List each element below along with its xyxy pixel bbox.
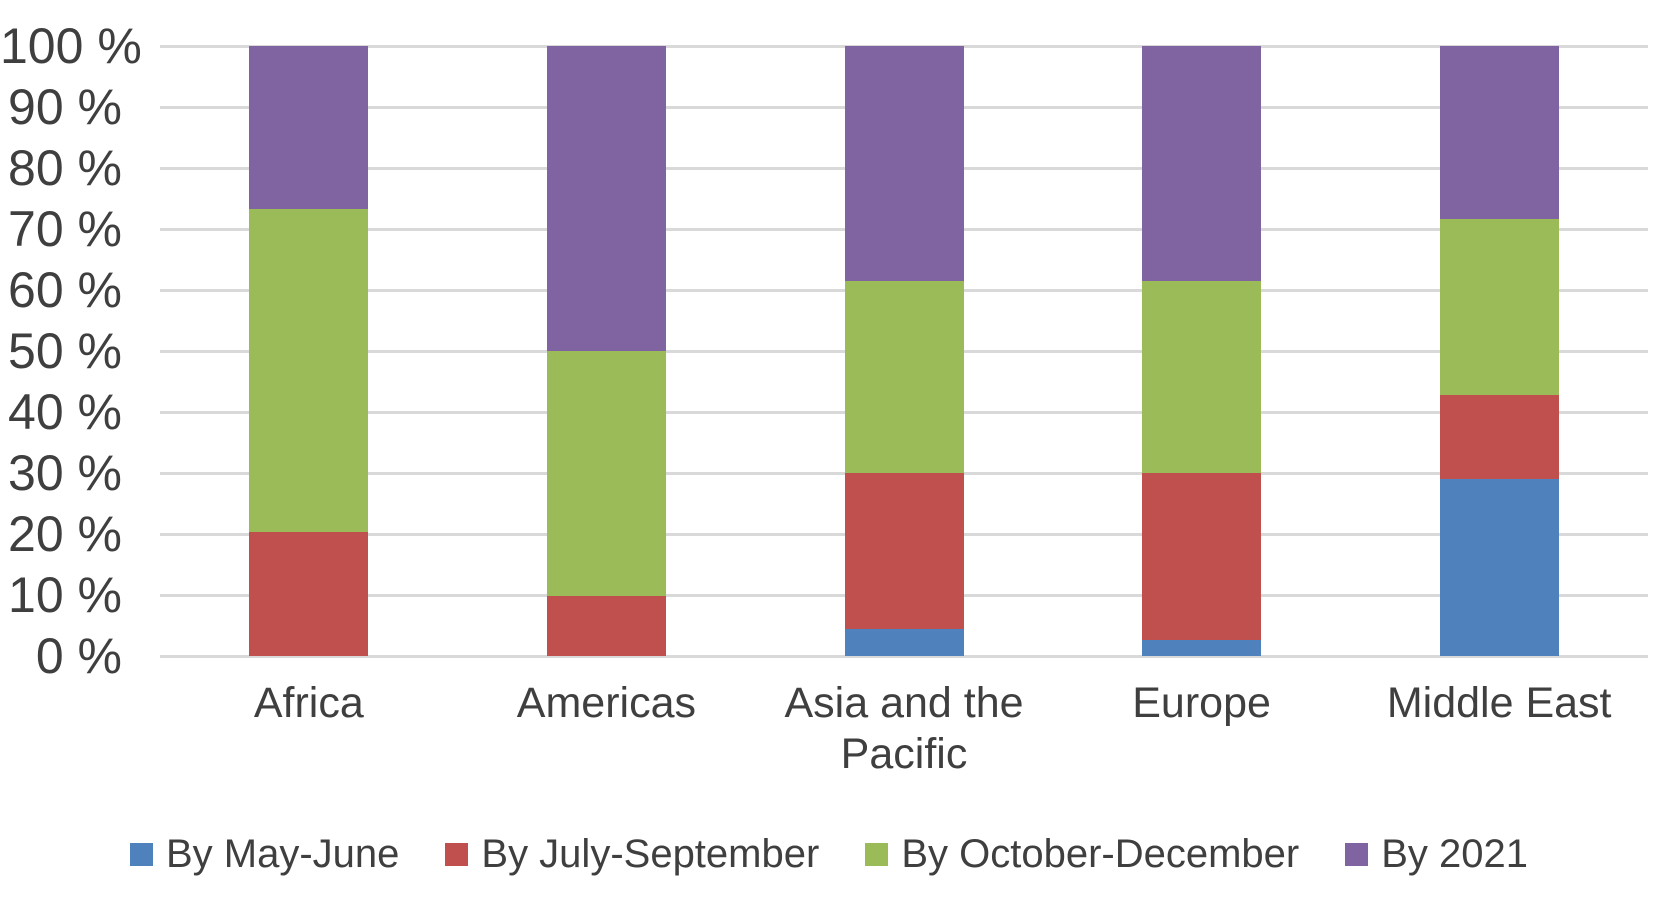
legend-item: By 2021 — [1345, 832, 1528, 877]
legend-swatch-icon — [1345, 843, 1369, 866]
legend-swatch-icon — [445, 843, 469, 866]
y-axis-tick-label: 100 % — [0, 18, 142, 74]
bar-segment-by-2021 — [546, 46, 666, 352]
y-axis-tick-label: 50 % — [8, 323, 122, 379]
bar-segment-by-may-june — [1439, 479, 1559, 656]
y-axis-tick-label: 70 % — [8, 201, 122, 257]
legend: By May-June By July-September By October-D… — [0, 832, 1658, 877]
bar-segment-by-july-september — [844, 473, 964, 629]
x-axis-label: Africa — [253, 679, 364, 727]
y-axis-tick-label: 0 % — [35, 628, 122, 684]
y-axis-tick-label: 40 % — [8, 384, 122, 440]
bar-segment-by-october-december — [249, 208, 369, 532]
bar-segment-by-july-september — [546, 596, 666, 656]
bar-segment-by-july-september — [249, 531, 369, 656]
bar-segment-by-october-december — [1142, 280, 1262, 474]
bar-segment-by-2021 — [1439, 46, 1559, 219]
gridline — [160, 44, 1648, 48]
bar-americas — [546, 46, 666, 656]
x-axis-label: Europe — [1132, 679, 1271, 727]
legend-label: By 2021 — [1381, 832, 1529, 876]
y-axis-tick-label: 20 % — [8, 506, 122, 562]
bar-segment-by-october-december — [546, 351, 666, 597]
bar-segment-by-may-june — [1142, 639, 1262, 656]
y-axis-tick-label: 10 % — [8, 567, 122, 623]
bar-segment-by-october-december — [1439, 218, 1559, 395]
y-axis-tick-label: 80 % — [8, 140, 122, 196]
legend-swatch-icon — [865, 843, 889, 866]
bar-segment-by-july-september — [1142, 473, 1262, 640]
bar-africa — [249, 46, 369, 656]
y-axis-tick-label: 90 % — [8, 79, 122, 135]
bar-segment-by-2021 — [1142, 46, 1262, 281]
gridline — [160, 654, 1648, 658]
bar-segment-by-2021 — [249, 46, 369, 209]
legend-item: By July-September — [445, 832, 819, 877]
legend-label: By July-September — [481, 832, 820, 876]
bar-segment-by-may-june — [844, 628, 964, 656]
legend-label: By October-December — [901, 832, 1300, 876]
x-axis-label: Americas — [516, 679, 696, 727]
plot-area — [160, 44, 1648, 658]
legend-item: By May-June — [129, 832, 400, 877]
legend-item: By October-December — [865, 832, 1299, 877]
bar-segment-by-2021 — [844, 46, 964, 281]
legend-swatch-icon — [129, 843, 153, 866]
x-axis-label: Asia and the Pacific — [784, 679, 1024, 778]
x-axis-label: Middle East — [1386, 679, 1612, 727]
bar-segment-by-july-september — [1439, 394, 1559, 480]
y-axis-tick-label: 30 % — [8, 445, 122, 501]
bar-segment-by-october-december — [844, 280, 964, 474]
bar-middle-east — [1439, 46, 1559, 656]
bar-asia-and-the-pacific — [844, 46, 964, 656]
legend-label: By May-June — [165, 832, 400, 876]
bar-europe — [1142, 46, 1262, 656]
y-axis-tick-label: 60 % — [8, 262, 122, 318]
